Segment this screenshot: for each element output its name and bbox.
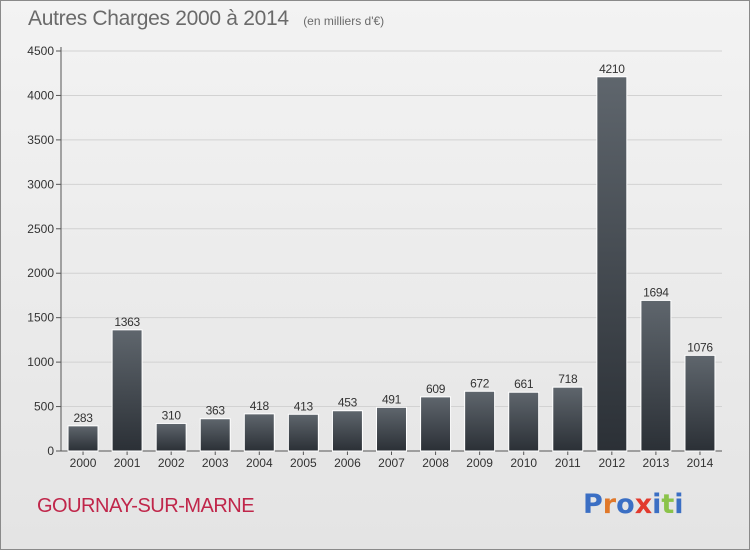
- x-tick-label-2006: 2006: [334, 456, 361, 470]
- title-row: Autres Charges 2000 à 2014 (en milliers …: [28, 7, 384, 31]
- city-name: GOURNAY-SUR-MARNE: [37, 495, 255, 517]
- data-label-2004: 418: [250, 399, 270, 413]
- data-label-2000: 283: [73, 411, 93, 425]
- data-labels: 283 1363 310 363 418 413 453 491 609 672 661 718 421…: [73, 62, 713, 425]
- x-tick-label-2003: 2003: [202, 456, 229, 470]
- logo-letter: i: [674, 489, 684, 520]
- chart-subtitle: (en milliers d'€): [303, 14, 385, 28]
- bar-2013: [640, 299, 672, 452]
- x-tick-label-2009: 2009: [466, 456, 493, 470]
- x-tick-label-2010: 2010: [510, 456, 537, 470]
- x-tick-label-2002: 2002: [158, 456, 185, 470]
- y-tick-label: 3000: [27, 177, 54, 191]
- data-label-2009: 672: [470, 376, 490, 390]
- y-tick-label: 4000: [27, 88, 54, 102]
- bar-2001: [111, 329, 143, 452]
- x-tick-label-2000: 2000: [70, 456, 97, 470]
- data-label-2008: 609: [426, 382, 446, 396]
- bar-2005: [287, 413, 319, 452]
- bar-2004: [243, 413, 275, 452]
- x-tick-label-2012: 2012: [598, 456, 625, 470]
- bar-2006: [331, 410, 363, 452]
- data-label-2011: 718: [558, 372, 578, 386]
- data-label-2001: 1363: [114, 315, 140, 329]
- chart-title: Autres Charges 2000 à 2014: [28, 7, 289, 30]
- logo-letter: P: [583, 489, 603, 520]
- data-label-2007: 491: [382, 392, 402, 406]
- bar-2011: [552, 386, 584, 452]
- bars: [67, 76, 716, 452]
- x-tick-label-2001: 2001: [114, 456, 141, 470]
- y-tick-label: 4500: [27, 44, 54, 58]
- y-tick-label: 2500: [27, 222, 54, 236]
- y-tick-label: 2000: [27, 266, 54, 280]
- x-tick-label-2014: 2014: [687, 456, 714, 470]
- bar-2000: [67, 425, 99, 452]
- bar-2012: [596, 76, 628, 452]
- data-label-2006: 453: [338, 396, 358, 410]
- logo-letter: x: [634, 489, 653, 520]
- x-tick-label-2008: 2008: [422, 456, 449, 470]
- y-tick-label: 3500: [27, 133, 54, 147]
- bar-2014: [684, 354, 716, 452]
- proxiti-logo: Proxiti: [583, 489, 684, 520]
- data-label-2002: 310: [162, 408, 182, 422]
- bar-2007: [376, 406, 407, 452]
- bar-2009: [464, 390, 496, 452]
- bar-2003: [199, 418, 231, 452]
- x-tick-label-2004: 2004: [246, 456, 273, 470]
- logo-letter: i: [652, 489, 662, 520]
- x-tick-label-2005: 2005: [290, 456, 317, 470]
- bar-2010: [508, 391, 540, 452]
- data-label-2013: 1694: [643, 285, 669, 299]
- y-tick-label: 500: [34, 400, 54, 414]
- x-tick-label-2011: 2011: [555, 456, 581, 470]
- y-tick-label: 1000: [27, 355, 54, 369]
- data-label-2003: 363: [206, 404, 226, 418]
- x-tick-label-2007: 2007: [378, 456, 405, 470]
- logo-letter: t: [661, 489, 675, 520]
- data-label-2005: 413: [294, 399, 314, 413]
- bar-2002: [155, 422, 187, 452]
- y-tick-label: 1500: [27, 311, 54, 325]
- logo-letter: o: [616, 489, 635, 520]
- bar-2008: [420, 396, 452, 452]
- x-tick-label-2013: 2013: [643, 456, 670, 470]
- data-label-2014: 1076: [687, 340, 713, 354]
- data-label-2012: 4210: [599, 62, 625, 76]
- y-tick-label: 0: [47, 444, 54, 458]
- logo-letter: r: [602, 489, 617, 520]
- data-label-2010: 661: [514, 377, 534, 391]
